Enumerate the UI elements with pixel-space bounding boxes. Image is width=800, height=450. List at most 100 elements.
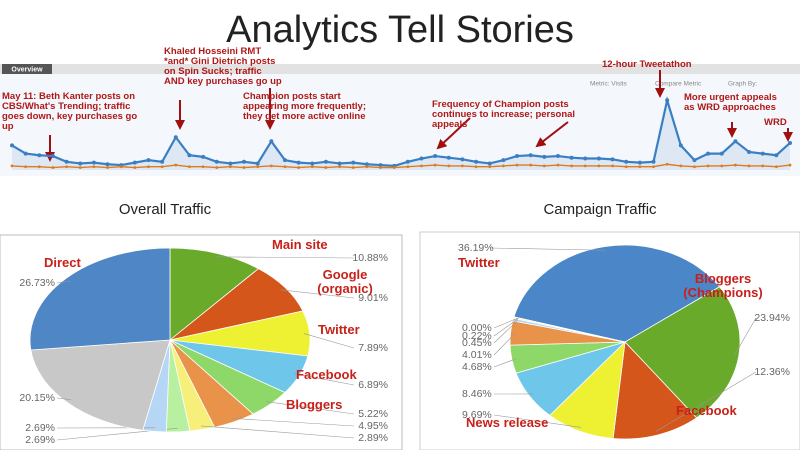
percent-label: 0.22% bbox=[462, 330, 492, 342]
point bbox=[215, 166, 219, 169]
annotation: May 11: Beth Kanter posts on CBS/What's … bbox=[2, 91, 138, 132]
slice-name: News release bbox=[466, 415, 549, 430]
pie-frame bbox=[0, 234, 403, 450]
point bbox=[610, 157, 615, 162]
point bbox=[256, 165, 260, 169]
point bbox=[24, 165, 28, 169]
leader-line bbox=[493, 358, 517, 368]
percent-label: 20.15% bbox=[19, 392, 55, 404]
point bbox=[637, 160, 642, 165]
point bbox=[282, 158, 287, 163]
point bbox=[188, 165, 191, 169]
point bbox=[774, 165, 778, 169]
percent-label: 8.46% bbox=[462, 388, 492, 400]
slice bbox=[30, 339, 171, 431]
point bbox=[774, 153, 779, 158]
percent-label: 9.01% bbox=[358, 292, 388, 304]
slice bbox=[624, 286, 741, 419]
point bbox=[10, 164, 14, 168]
point bbox=[310, 161, 315, 166]
point bbox=[460, 157, 465, 162]
point bbox=[420, 164, 423, 168]
point bbox=[461, 164, 464, 168]
point bbox=[624, 165, 628, 169]
percent-label: 10.88% bbox=[352, 252, 388, 264]
point bbox=[269, 164, 273, 168]
point bbox=[747, 164, 751, 168]
leader-line bbox=[493, 333, 516, 356]
point bbox=[665, 98, 670, 103]
percent-label: 23.94% bbox=[754, 312, 790, 324]
percent-label: 2.69% bbox=[25, 434, 55, 446]
point bbox=[555, 154, 560, 159]
percent-label: 12.36% bbox=[754, 366, 790, 378]
percent-label: 36.19% bbox=[458, 242, 494, 254]
point bbox=[324, 166, 328, 169]
point bbox=[747, 149, 752, 154]
point bbox=[106, 166, 109, 169]
analytics-panel bbox=[0, 64, 800, 176]
point bbox=[147, 165, 150, 169]
point bbox=[487, 161, 492, 166]
leader-line bbox=[303, 333, 355, 349]
point bbox=[611, 164, 614, 168]
point bbox=[447, 164, 451, 168]
point bbox=[692, 158, 697, 163]
leader-line bbox=[56, 280, 70, 284]
point bbox=[323, 159, 328, 164]
point bbox=[65, 165, 68, 169]
series-line bbox=[11, 163, 791, 169]
annotation: 12-hour Tweetathon bbox=[602, 59, 692, 70]
graph-by-label: Graph By: bbox=[728, 81, 757, 88]
point bbox=[296, 160, 301, 165]
point bbox=[474, 159, 479, 164]
leader-line bbox=[493, 318, 519, 337]
point bbox=[679, 164, 683, 168]
point bbox=[760, 151, 765, 156]
slice-name: Bloggers (Champions) bbox=[683, 271, 763, 300]
slice-name: Direct bbox=[44, 255, 81, 270]
point bbox=[133, 166, 137, 169]
slice-name: Facebook bbox=[296, 367, 357, 382]
leader-line bbox=[231, 418, 355, 427]
point bbox=[583, 156, 588, 161]
leader-line bbox=[493, 317, 519, 329]
point bbox=[269, 139, 274, 144]
point bbox=[132, 160, 137, 165]
point bbox=[242, 166, 246, 169]
point bbox=[187, 153, 192, 158]
point bbox=[515, 154, 520, 159]
point bbox=[596, 156, 601, 161]
point bbox=[351, 160, 356, 165]
slice-name: Bloggers bbox=[286, 397, 343, 412]
point bbox=[119, 165, 123, 169]
point bbox=[569, 155, 574, 160]
point bbox=[761, 164, 765, 168]
point bbox=[556, 163, 560, 167]
point bbox=[228, 161, 233, 166]
percent-label: 0.00% bbox=[462, 322, 492, 334]
pie-title: Overall Traffic bbox=[119, 201, 212, 218]
point bbox=[173, 135, 178, 140]
point bbox=[201, 154, 206, 159]
point bbox=[51, 166, 55, 169]
annotation: WRD bbox=[764, 117, 787, 128]
point bbox=[693, 165, 696, 169]
point bbox=[255, 161, 260, 166]
leader-line bbox=[493, 320, 518, 344]
point bbox=[542, 154, 547, 159]
point bbox=[201, 165, 205, 169]
slice-name: Facebook bbox=[676, 403, 737, 418]
leader-line bbox=[280, 289, 355, 299]
annotation: Khaled Hosseini RMT *and* Gini Dietrich … bbox=[164, 46, 282, 87]
point bbox=[638, 165, 642, 169]
point bbox=[406, 165, 410, 169]
point bbox=[651, 159, 656, 164]
leader-line bbox=[489, 247, 607, 251]
tab bbox=[2, 64, 52, 74]
point bbox=[474, 165, 478, 169]
slice-name: Twitter bbox=[458, 255, 500, 270]
point bbox=[92, 165, 96, 169]
